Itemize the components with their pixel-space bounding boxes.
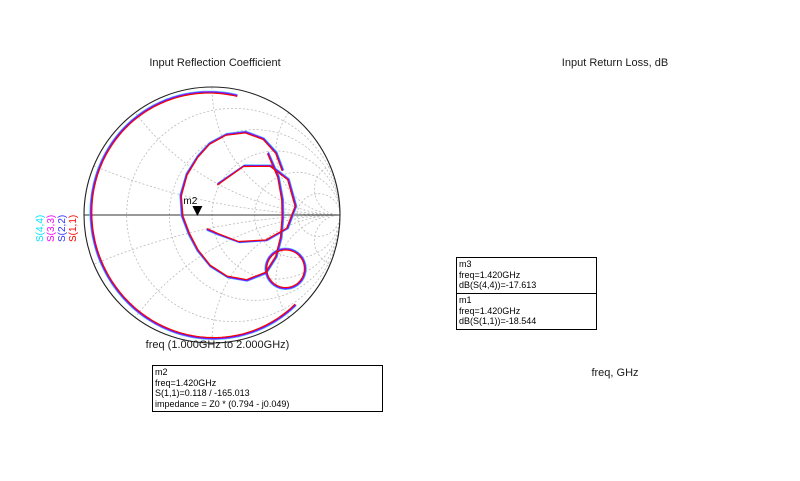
legend-left-label-0: S(4,4) xyxy=(35,214,46,242)
legend-left-label-3: S(1,1) xyxy=(68,214,79,242)
smith-legend-right xyxy=(378,175,438,265)
marker-box-m3-value: dB(S(4,4))=-17.613 xyxy=(459,280,537,290)
marker-box-m2-freq: freq=1.420GHz xyxy=(155,377,217,388)
marker-box-m1: m1 freq=1.420GHz dB(S(1,1))=-18.544 xyxy=(456,293,597,330)
smith-freq-caption: freq (1.000GHz to 2.000GHz) xyxy=(145,339,290,351)
marker-box-m1-value: dB(S(1,1))=-18.544 xyxy=(459,316,537,326)
marker-box-m2-value: S(1,1)=0.118 / -165.013 xyxy=(155,388,250,398)
marker-box-m1-freq: freq=1.420GHz xyxy=(459,305,521,316)
legend-left-item-3: S(1,1) xyxy=(68,214,79,242)
smith-chart-panel: Input Reflection Coefficient m2 S(4,4) S… xyxy=(34,57,383,412)
marker-box-m2-name: m2 xyxy=(155,367,168,377)
smith-traces xyxy=(89,90,307,340)
marker-box-m3: m3 freq=1.420GHz dB(S(4,4))=-17.613 xyxy=(456,257,597,294)
return-loss-title: Input Return Loss, dB xyxy=(561,57,669,69)
legend-left-item-0: S(4,4) xyxy=(35,214,46,242)
legend-left-label-1: S(3,3) xyxy=(46,214,57,242)
legend-left-item-2: S(2,2) xyxy=(57,214,68,242)
marker-box-m2-impedance: impedance = Z0 * (0.794 - j0.049) xyxy=(155,398,290,409)
marker-box-m1-name: m1 xyxy=(459,295,472,305)
smith-chart-graphic: m2 xyxy=(83,86,341,344)
smith-marker-m2[interactable]: m2 xyxy=(183,196,203,216)
return-loss-xaxis-label: freq, GHz xyxy=(591,367,639,379)
smith-legend-left: S(4,4) S(3,3) S(2,2) S(1,1) xyxy=(34,180,94,260)
legend-left-label-2: S(2,2) xyxy=(57,214,68,242)
marker-box-m2: m2 freq=1.420GHz S(1,1)=0.118 / -165.013… xyxy=(152,365,383,412)
smith-marker-m2-label: m2 xyxy=(183,196,197,207)
marker-box-m3-freq: freq=1.420GHz xyxy=(459,269,521,280)
legend-left-item-1: S(3,3) xyxy=(46,214,57,242)
return-loss-panel: Input Return Loss, dB freq, GHz m3 freq=… xyxy=(430,0,800,481)
marker-box-m3-name: m3 xyxy=(459,259,472,269)
return-loss-graphic xyxy=(430,72,800,392)
smith-chart-title: Input Reflection Coefficient xyxy=(149,57,281,69)
